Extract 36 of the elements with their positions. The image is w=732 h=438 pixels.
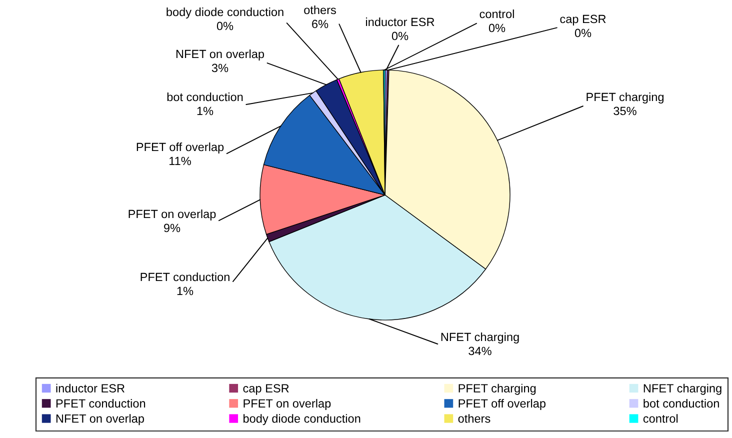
slice-label: NFET on overlap: [176, 50, 264, 61]
slice-label: bot conduction: [167, 92, 243, 102]
data-label: 34%: [468, 346, 492, 356]
data-label: 11%: [170, 156, 191, 166]
legend-label: PFET charging: [458, 384, 536, 395]
slice-label: control: [480, 10, 514, 18]
data-label: 35%: [614, 106, 636, 116]
data-label: 0%: [216, 22, 234, 30]
legend-label: NFET on overlap: [56, 414, 144, 426]
legend-label: bot conduction: [644, 398, 719, 408]
legend-label: inductor ESR: [56, 384, 124, 392]
slice-label: body diode conduction: [166, 8, 284, 19]
slice-label: NFET charging: [441, 332, 519, 344]
slice-label: PFET on overlap: [128, 210, 216, 221]
data-label: 0%: [574, 28, 592, 38]
slice-label: PFET conduction: [140, 272, 230, 282]
slice-label: inductor ESR: [366, 18, 434, 26]
data-label: 0%: [392, 32, 408, 40]
slice-label: others: [304, 6, 336, 14]
data-label: 3%: [212, 64, 228, 72]
slice-label: PFET off overlap: [136, 142, 224, 154]
legend-label: NFET charging: [644, 384, 722, 395]
data-label: 1%: [197, 106, 214, 116]
legend-label: cap ESR: [243, 384, 289, 395]
data-label: 1%: [177, 286, 194, 296]
legend-label: body diode conduction: [244, 414, 360, 426]
data-label: 9%: [164, 224, 180, 232]
legend-label: PFET conduction: [56, 398, 146, 408]
legend-label: others: [458, 414, 490, 423]
legend-label: PFET on overlap: [244, 398, 331, 410]
data-label: 0%: [488, 24, 506, 32]
data-label: 6%: [312, 20, 328, 28]
legend-label: control: [643, 414, 678, 423]
legend-label: PFET off overlap: [458, 398, 546, 410]
slice-label: cap ESR: [560, 14, 606, 26]
slice-label: PFET charging: [586, 92, 664, 104]
